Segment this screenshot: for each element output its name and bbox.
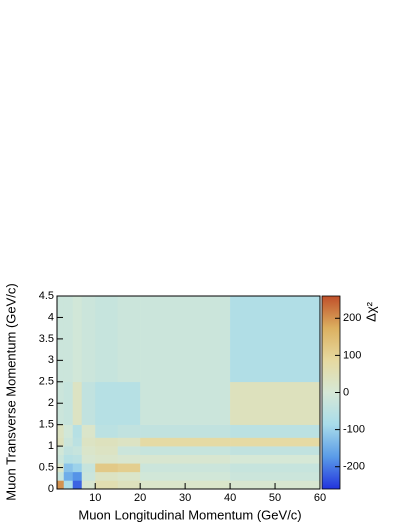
plot-frame [56,295,321,490]
heatmap-cell [95,480,118,490]
heatmap-cell [140,454,231,464]
heatmap-cell [140,446,231,455]
heatmap-cell [72,454,83,464]
heatmap-cell [63,296,74,383]
heatmap-cell [140,381,231,425]
heatmap-cell [81,480,96,490]
heatmap-cell [63,437,74,447]
heatmap-cell [72,381,83,425]
heatmap-cell [81,454,96,464]
x-tick-label: 30 [179,492,191,504]
heatmap-cell [230,381,321,425]
heatmap-cell [63,480,74,490]
z-tick-label: 100 [343,349,361,361]
heatmap-cell [72,296,83,383]
heatmap-cell [140,296,231,383]
heatmap-cell [117,381,141,425]
heatmap-cell [117,463,141,473]
heatmap-cell [57,454,65,464]
heatmap-cell [117,480,141,490]
heatmap-cell [57,424,65,438]
y-tick-label: 0.5 [39,461,54,473]
z-axis-title: Δχ² [363,301,378,322]
heatmap-cell [81,437,96,447]
heatmap-cell [230,454,321,464]
heatmap-cell [230,471,321,481]
heatmap-cell [95,424,118,438]
heatmap-cell [117,296,141,383]
heatmap-cell [230,446,321,455]
heatmap-cell [230,437,321,447]
heatmap-cell [72,471,83,481]
x-tick-label: 60 [314,492,326,504]
heatmap-cell [81,463,96,473]
heatmap-cell [57,480,65,490]
x-tick-label: 40 [224,492,236,504]
heatmap-cell [81,471,96,481]
z-tick-label: 0 [343,386,349,398]
heatmap-cell [57,446,65,455]
heatmap-cell [81,296,96,383]
z-tick-label: -200 [343,461,365,473]
heatmap-cell [72,437,83,447]
heatmap-cell [95,446,118,455]
heatmap-cell [72,480,83,490]
heatmap-cell [140,424,231,438]
y-tick-label: 1 [48,440,54,452]
heatmap-cell [72,446,83,455]
heatmap-cell [117,454,141,464]
heatmap-cell [63,446,74,455]
heatmap-cell [117,446,141,455]
heatmap-cell [81,424,96,438]
z-tick-label: 200 [343,312,361,324]
heatmap-cell [72,424,83,438]
y-tick-label: 3 [48,354,54,366]
heatmap-cell [230,424,321,438]
heatmap-cell [95,437,118,447]
y-tick-label: 2 [48,397,54,409]
x-axis-title: Muon Longitudinal Momentum (GeV/c) [78,507,301,522]
heatmap-cell [63,463,74,473]
heatmap-cell [117,437,141,447]
heatmap-cell [117,471,141,481]
heatmap-cell [63,454,74,464]
x-tick-label: 10 [89,492,101,504]
heatmap-cell [95,471,118,481]
y-tick-label: 0 [48,483,54,495]
y-tick-label: 3.5 [39,333,54,345]
heatmap-cells [57,296,321,490]
y-tick-label: 4.5 [39,290,54,302]
heatmap-cell [95,296,118,383]
heatmap-cell [63,381,74,425]
heatmap-cell [95,381,118,425]
heatmap-cell [57,437,65,447]
y-tick-label: 2.5 [39,376,54,388]
heatmap-cell [230,463,321,473]
y-tick-label: 1.5 [39,419,54,431]
heatmap-cell [72,463,83,473]
heatmap-cell [117,424,141,438]
heatmap-cell [81,446,96,455]
heatmap-cell [57,471,65,481]
heatmap-cell [140,463,231,473]
heatmap-cell [95,463,118,473]
heatmap-cell [230,296,321,383]
y-axis-title: Muon Transverse Momentum (GeV/c) [3,283,18,500]
heatmap-cell [63,424,74,438]
x-tick-label: 50 [269,492,281,504]
y-tick-label: 4 [48,311,54,323]
heatmap-cell [140,437,231,447]
heatmap-cell [81,381,96,425]
heatmap-cell [95,454,118,464]
heatmap-cell [140,471,231,481]
x-tick-label: 20 [134,492,146,504]
z-tick-label: -100 [343,424,365,436]
heatmap-cell [63,471,74,481]
